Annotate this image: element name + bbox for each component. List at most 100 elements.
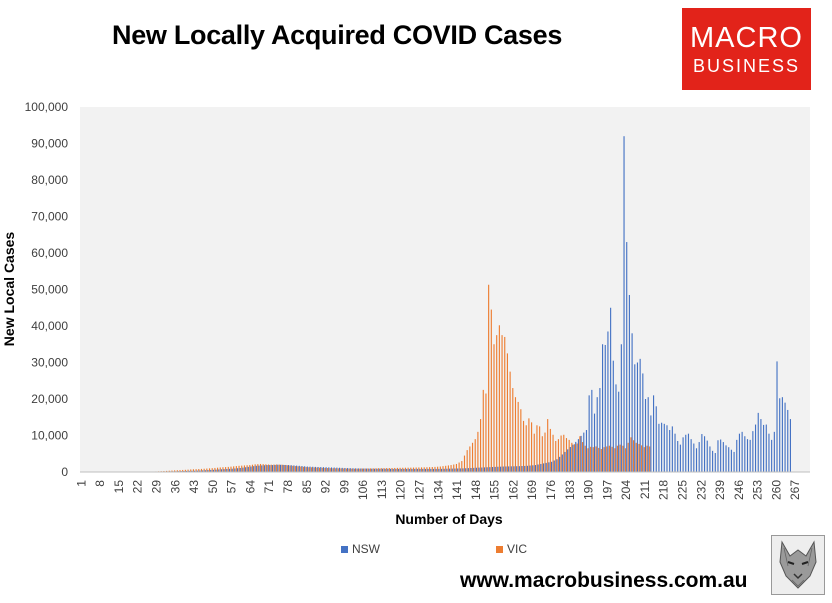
vic-bar bbox=[616, 445, 619, 472]
nsw-bar bbox=[419, 468, 421, 472]
nsw-bar bbox=[414, 468, 416, 472]
nsw-bar bbox=[776, 361, 778, 472]
nsw-bar bbox=[741, 431, 743, 472]
x-tick-label: 92 bbox=[319, 480, 333, 494]
nsw-bar bbox=[749, 439, 751, 472]
nsw-bar bbox=[591, 389, 593, 473]
nsw-bar bbox=[218, 469, 220, 472]
nsw-bar bbox=[430, 468, 432, 472]
nsw-bar bbox=[636, 362, 639, 472]
x-tick-label: 57 bbox=[225, 480, 239, 494]
x-tick-label: 169 bbox=[525, 480, 539, 500]
nsw-bar bbox=[701, 434, 703, 472]
nsw-bar bbox=[435, 468, 437, 472]
x-tick-label: 141 bbox=[450, 480, 464, 500]
nsw-bar bbox=[314, 466, 316, 472]
y-tick-label: 70,000 bbox=[31, 210, 68, 224]
vic-bar bbox=[324, 467, 326, 472]
nsw-bar bbox=[473, 467, 475, 472]
vic-bar bbox=[474, 439, 476, 472]
legend-swatch-nsw bbox=[341, 546, 348, 553]
nsw-bar bbox=[615, 384, 617, 472]
vic-bar bbox=[471, 442, 474, 472]
nsw-bar bbox=[744, 436, 746, 472]
nsw-bar bbox=[679, 444, 681, 473]
vic-bar bbox=[608, 445, 610, 472]
nsw-bar bbox=[376, 468, 378, 472]
vic-bar bbox=[292, 465, 294, 472]
nsw-bar bbox=[357, 468, 359, 472]
vic-bar bbox=[582, 442, 584, 472]
nsw-bar bbox=[269, 465, 271, 472]
nsw-bar bbox=[199, 470, 201, 472]
nsw-bar bbox=[202, 470, 204, 472]
y-tick-label: 90,000 bbox=[31, 137, 68, 151]
vic-bar bbox=[565, 438, 568, 472]
x-tick-label: 225 bbox=[676, 480, 690, 500]
vic-bar bbox=[187, 469, 189, 472]
nsw-bar bbox=[682, 437, 684, 472]
x-tick-label: 22 bbox=[131, 480, 145, 494]
nsw-bar bbox=[738, 433, 741, 472]
nsw-bar bbox=[567, 449, 569, 472]
nsw-bar bbox=[306, 466, 308, 472]
vic-bar bbox=[217, 467, 219, 472]
y-tick-label: 40,000 bbox=[31, 319, 68, 333]
nsw-bar bbox=[779, 398, 781, 472]
nsw-bar bbox=[389, 468, 392, 472]
nsw-bar bbox=[411, 468, 413, 472]
y-tick-label: 20,000 bbox=[31, 392, 68, 406]
vic-bar bbox=[469, 446, 471, 472]
nsw-bar bbox=[596, 397, 598, 472]
nsw-bar bbox=[301, 466, 303, 472]
vic-bar bbox=[606, 446, 608, 472]
vic-bar bbox=[378, 468, 380, 472]
nsw-bar bbox=[253, 466, 255, 472]
nsw-bar bbox=[752, 431, 754, 472]
nsw-bar bbox=[623, 136, 625, 472]
vic-bar bbox=[195, 469, 197, 472]
vic-bar bbox=[219, 467, 221, 472]
nsw-bar bbox=[553, 460, 555, 472]
nsw-bar bbox=[432, 468, 435, 472]
vic-bar bbox=[627, 442, 629, 472]
vic-bar bbox=[200, 468, 203, 472]
vic-bar bbox=[238, 465, 240, 472]
vic-bar bbox=[531, 422, 533, 472]
nsw-bar bbox=[524, 465, 526, 472]
nsw-bar bbox=[639, 358, 641, 472]
nsw-bar bbox=[424, 468, 426, 472]
vic-bar bbox=[300, 466, 302, 472]
nsw-bar bbox=[363, 468, 365, 472]
nsw-bar bbox=[449, 468, 451, 472]
nsw-bar bbox=[610, 307, 612, 472]
website-url: www.macrobusiness.com.au bbox=[460, 569, 748, 592]
x-tick-label: 1 bbox=[74, 480, 88, 487]
vic-bar bbox=[595, 446, 597, 472]
macro-business-logo: MACRO BUSINESS bbox=[682, 8, 811, 90]
x-tick-label: 218 bbox=[657, 480, 671, 500]
vic-bar bbox=[552, 434, 554, 472]
vic-bar bbox=[343, 468, 345, 472]
x-axis: 1 8 15 22 29 36 43 50 57 64 71 78 85 92 99 106 113 120 127… bbox=[74, 480, 802, 500]
vic-bar bbox=[176, 470, 178, 472]
nsw-bar bbox=[733, 451, 735, 472]
vic-bar bbox=[230, 466, 232, 472]
vic-bar bbox=[168, 470, 170, 472]
vic-bar bbox=[171, 470, 173, 472]
vic-bar bbox=[600, 449, 602, 472]
nsw-bar bbox=[642, 373, 644, 472]
nsw-bar bbox=[655, 406, 657, 472]
nsw-bar bbox=[403, 468, 405, 472]
vic-bar bbox=[284, 464, 286, 472]
nsw-bar bbox=[207, 470, 209, 472]
y-tick-label: 50,000 bbox=[31, 283, 68, 297]
vic-bar bbox=[573, 444, 576, 472]
vic-bar bbox=[415, 467, 417, 472]
nsw-bar bbox=[542, 463, 545, 472]
vic-bar bbox=[643, 447, 645, 472]
nsw-bar bbox=[293, 465, 295, 472]
nsw-bar bbox=[618, 391, 620, 472]
vic-bar bbox=[541, 436, 543, 472]
nsw-bar bbox=[223, 469, 225, 472]
